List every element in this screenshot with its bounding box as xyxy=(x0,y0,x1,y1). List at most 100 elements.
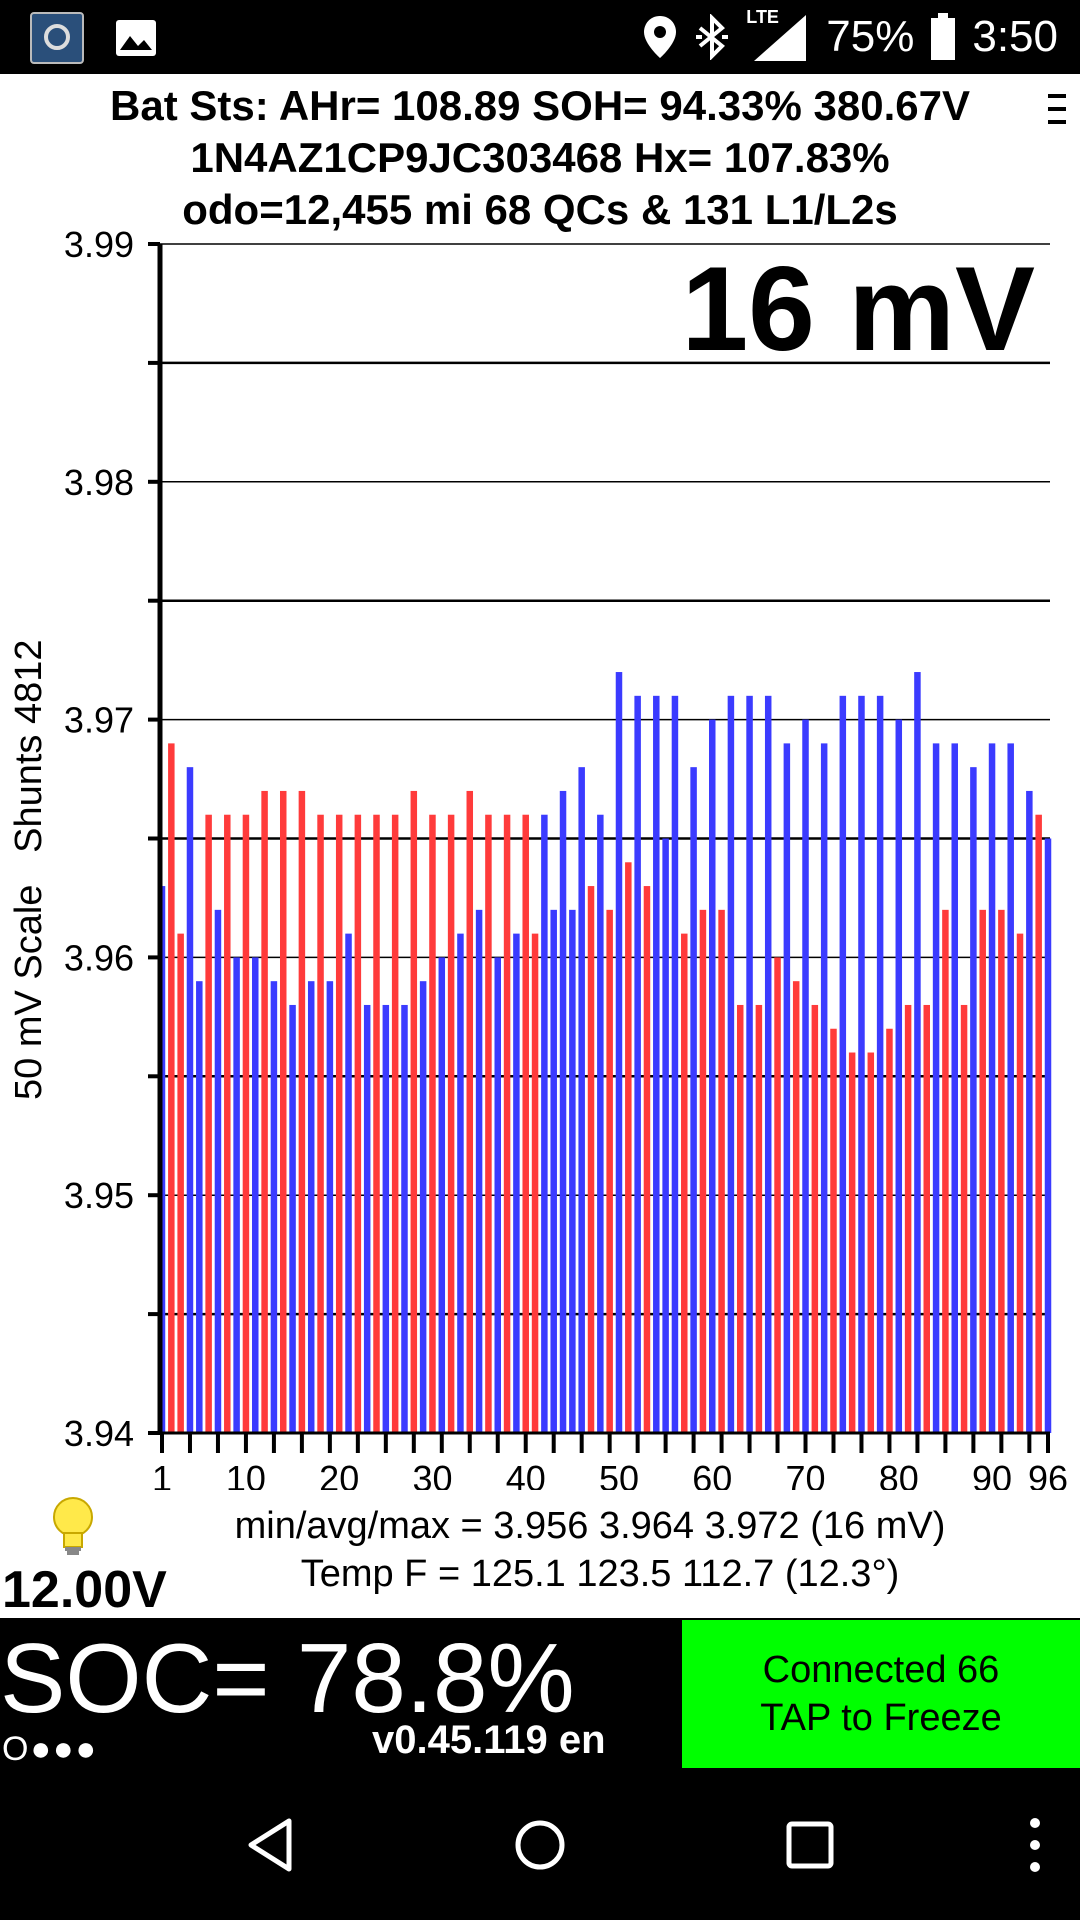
cell-bar-93 xyxy=(1016,933,1024,1433)
cell-bar-27 xyxy=(401,1004,408,1433)
menu-icon[interactable] xyxy=(1046,92,1068,131)
freeze-hint: TAP to Freeze xyxy=(760,1697,1002,1739)
network-type: LTE xyxy=(746,7,779,27)
connect-freeze-button[interactable]: Connected 66 TAP to Freeze xyxy=(682,1620,1080,1768)
cell-bar-25 xyxy=(382,1004,390,1433)
x-tick-label: 1 xyxy=(152,1458,172,1490)
cell-bar-50 xyxy=(615,672,623,1433)
cell-bar-31 xyxy=(438,957,446,1433)
bluetooth-icon xyxy=(696,14,729,60)
cell-bar-38 xyxy=(503,814,511,1433)
cell-bar-52 xyxy=(634,695,641,1433)
cell-bar-2 xyxy=(168,743,175,1433)
x-tick-label: 30 xyxy=(412,1458,452,1490)
cell-bar-67 xyxy=(774,957,781,1433)
cell-bar-54 xyxy=(653,695,660,1433)
cell-bar-57 xyxy=(681,933,688,1433)
cell-bar-34 xyxy=(466,790,474,1433)
cell-bar-89 xyxy=(979,909,986,1433)
x-tick-label: 60 xyxy=(692,1458,732,1490)
x-tick-label: 70 xyxy=(785,1458,825,1490)
cell-bar-48 xyxy=(597,814,604,1433)
cell-bar-77 xyxy=(867,1052,875,1433)
cell-bar-33 xyxy=(457,933,464,1433)
cell-bar-14 xyxy=(279,790,287,1433)
cell-bar-13 xyxy=(270,981,278,1433)
cell-bar-24 xyxy=(373,814,380,1433)
cell-bar-73 xyxy=(830,1028,837,1433)
cell-bar-94 xyxy=(1026,790,1033,1433)
cell-bar-76 xyxy=(858,695,865,1433)
cell-bar-55 xyxy=(662,838,669,1433)
activity-dots: O●●● xyxy=(2,1730,99,1768)
x-tick-label: 10 xyxy=(226,1458,266,1490)
home-icon[interactable] xyxy=(505,1810,575,1880)
location-icon xyxy=(644,16,677,58)
cell-bar-79 xyxy=(886,1028,893,1433)
cell-bar-18 xyxy=(317,814,324,1433)
light-bulb-icon[interactable] xyxy=(48,1495,98,1557)
cell-bar-6 xyxy=(205,814,212,1433)
recents-icon[interactable] xyxy=(775,1810,845,1880)
app-icon xyxy=(30,12,84,64)
cell-bar-86 xyxy=(951,743,958,1433)
cell-bar-80 xyxy=(895,719,903,1433)
battery-icon xyxy=(931,13,956,60)
cell-bar-46 xyxy=(578,767,585,1433)
cell-bar-39 xyxy=(513,933,520,1433)
cell-bar-8 xyxy=(224,814,231,1433)
cell-bar-90 xyxy=(988,743,996,1433)
cell-bar-92 xyxy=(1007,743,1014,1433)
y-tick-label: 3.98 xyxy=(64,462,134,503)
y-tick-label: 3.94 xyxy=(64,1413,134,1454)
cell-bar-65 xyxy=(755,1004,763,1433)
y-tick-label: 3.95 xyxy=(64,1175,134,1216)
cell-bar-29 xyxy=(419,981,427,1433)
cell-bar-51 xyxy=(625,862,632,1433)
cell-bar-19 xyxy=(326,981,334,1433)
cell-voltage-chart[interactable]: 3.99 3.98 3.97 3.96 3.95 3.94 1 10 20 30 40 50 60 70 8… xyxy=(0,230,1080,1490)
x-tick-label: 90 xyxy=(972,1458,1012,1490)
y-tick-label: 3.97 xyxy=(64,700,134,741)
cell-bar-83 xyxy=(923,1004,931,1433)
cell-bar-36 xyxy=(485,814,492,1433)
temperature-stats: Temp F = 125.1 123.5 112.7 (12.3°) xyxy=(300,1553,900,1595)
x-tick-label: 50 xyxy=(599,1458,639,1490)
cell-bar-15 xyxy=(289,1004,296,1433)
cell-bar-43 xyxy=(550,909,557,1433)
cell-bar-56 xyxy=(671,695,679,1433)
bottom-bar: SOC= 78.8% O●●● v0.45.119 en Connected 6… xyxy=(0,1618,1080,1770)
cell-bar-69 xyxy=(792,981,800,1433)
more-icon[interactable] xyxy=(1000,1810,1070,1880)
cell-bar-87 xyxy=(960,1004,968,1433)
cell-bar-28 xyxy=(410,790,418,1433)
cell-bar-58 xyxy=(690,767,697,1433)
cell-bar-62 xyxy=(727,695,735,1433)
cell-bar-60 xyxy=(709,719,716,1433)
back-icon[interactable] xyxy=(235,1810,305,1880)
cell-bar-20 xyxy=(335,814,343,1433)
y-axis-title: 50 mV Scale Shunts 4812 xyxy=(8,639,50,1100)
cell-bar-32 xyxy=(447,814,455,1433)
x-tick-label: 40 xyxy=(506,1458,546,1490)
cell-bar-88 xyxy=(970,767,977,1433)
y-tick-label: 3.96 xyxy=(64,937,134,978)
cell-bar-16 xyxy=(298,790,306,1433)
cell-bar-9 xyxy=(233,957,240,1433)
cell-bar-23 xyxy=(363,1004,371,1433)
cell-bar-21 xyxy=(345,933,352,1433)
cell-bar-22 xyxy=(354,814,362,1433)
cell-bar-81 xyxy=(904,1004,912,1433)
cell-bar-84 xyxy=(932,743,940,1433)
cell-bar-72 xyxy=(820,743,828,1433)
cell-bar-47 xyxy=(587,886,595,1433)
cell-bar-17 xyxy=(307,981,315,1433)
vin-line: 1N4AZ1CP9JC303468 Hx= 107.83% xyxy=(190,134,890,181)
cell-bar-59 xyxy=(699,909,707,1433)
cell-bar-78 xyxy=(876,695,884,1433)
clock: 3:50 xyxy=(972,12,1058,61)
cell-bar-4 xyxy=(186,767,194,1433)
voltage-spread: 16 mV xyxy=(681,242,1035,376)
cell-bar-75 xyxy=(848,1052,856,1433)
app-version: v0.45.119 en xyxy=(372,1718,606,1762)
